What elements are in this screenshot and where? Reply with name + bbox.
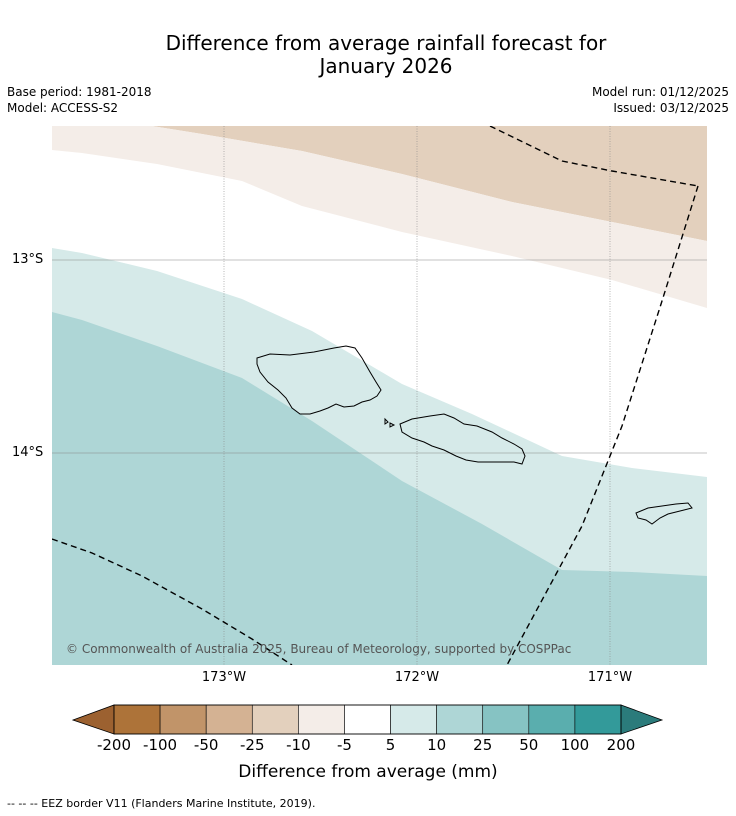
colorbar-tick-label: -25 — [240, 736, 265, 754]
model-name: Model: ACCESS-S2 — [7, 101, 119, 115]
base-period: Base period: 1981-2018 — [7, 85, 152, 99]
lon-label-172w: 172°W — [394, 670, 440, 685]
title-line-1: Difference from average rainfall forecas… — [165, 31, 607, 55]
colorbar-under-arrow — [72, 704, 115, 735]
colorbar-tick-label: -50 — [193, 736, 219, 754]
lat-label-14s: 14°S — [12, 445, 44, 460]
colorbar-over-arrow — [620, 704, 664, 735]
island-tutuila — [635, 502, 693, 525]
island-upolu — [399, 413, 526, 465]
lon-label-173w: 173°W — [201, 670, 247, 685]
zone-wet-10-25 — [52, 312, 707, 665]
colorbar-tick-label: 25 — [473, 736, 493, 754]
island-apolima — [389, 422, 396, 428]
eez-border — [52, 126, 699, 665]
colorbar-tick-label: 5 — [385, 736, 396, 754]
colorbar-cell — [298, 704, 345, 735]
colorbar-cell — [205, 704, 253, 735]
colorbar-cells — [113, 704, 622, 735]
islands — [256, 345, 693, 525]
meta-right: Model run: 01/12/2025 Issued: 03/12/2025 — [592, 84, 729, 116]
colorbar-cell — [113, 704, 161, 735]
colorbar-cell — [436, 704, 484, 735]
colorbar-tick-label: -100 — [143, 736, 178, 754]
colorbar-outline — [113, 704, 622, 735]
map-title: Difference from average rainfall forecas… — [0, 32, 736, 78]
colorbar-cell — [344, 704, 391, 735]
colorbar-cell — [528, 704, 576, 735]
colorbar-tick-label: -5 — [336, 736, 352, 754]
eez-footnote: -- -- -- EEZ border V11 (Flanders Marine… — [7, 797, 316, 810]
eez-border-north — [489, 126, 699, 187]
lon-label-171w: 171°W — [587, 670, 633, 685]
colorbar-title: Difference from average (mm) — [238, 762, 498, 782]
colorbar-tick-label: -10 — [286, 736, 311, 754]
colorbar-tick-label: 10 — [427, 736, 447, 754]
colorbar-cell — [159, 704, 207, 735]
colorbar — [72, 704, 664, 735]
title-line-2: January 2026 — [319, 54, 453, 78]
zone-dry-10-25 — [52, 126, 707, 241]
colorbar-cell — [574, 704, 622, 735]
colorbar-cell — [251, 704, 299, 735]
lat-label-13s: 13°S — [12, 252, 44, 267]
meta-left: Base period: 1981-2018 Model: ACCESS-S2 — [7, 84, 152, 116]
colorbar-tick-label: -200 — [96, 736, 132, 754]
map-panel — [52, 126, 707, 665]
island-manono — [384, 417, 389, 425]
model-run: Model run: 01/12/2025 — [591, 85, 729, 99]
graticule — [52, 126, 707, 665]
colorbar-tick-label: 50 — [519, 736, 539, 754]
colorbar-cell — [390, 704, 437, 735]
eez-border-east — [506, 185, 699, 665]
issued-date: Issued: 03/12/2025 — [613, 101, 729, 115]
eez-border-south — [52, 538, 293, 665]
colorbar-tick-label: 100 — [560, 736, 590, 754]
zone-dry-5-10 — [52, 126, 707, 308]
colorbar-tick-label: 200 — [606, 736, 636, 754]
map-svg — [52, 126, 707, 665]
island-savaii — [256, 345, 382, 415]
copyright-notice: © Commonwealth of Australia 2025, Bureau… — [66, 642, 572, 656]
colorbar-cell — [482, 704, 530, 735]
